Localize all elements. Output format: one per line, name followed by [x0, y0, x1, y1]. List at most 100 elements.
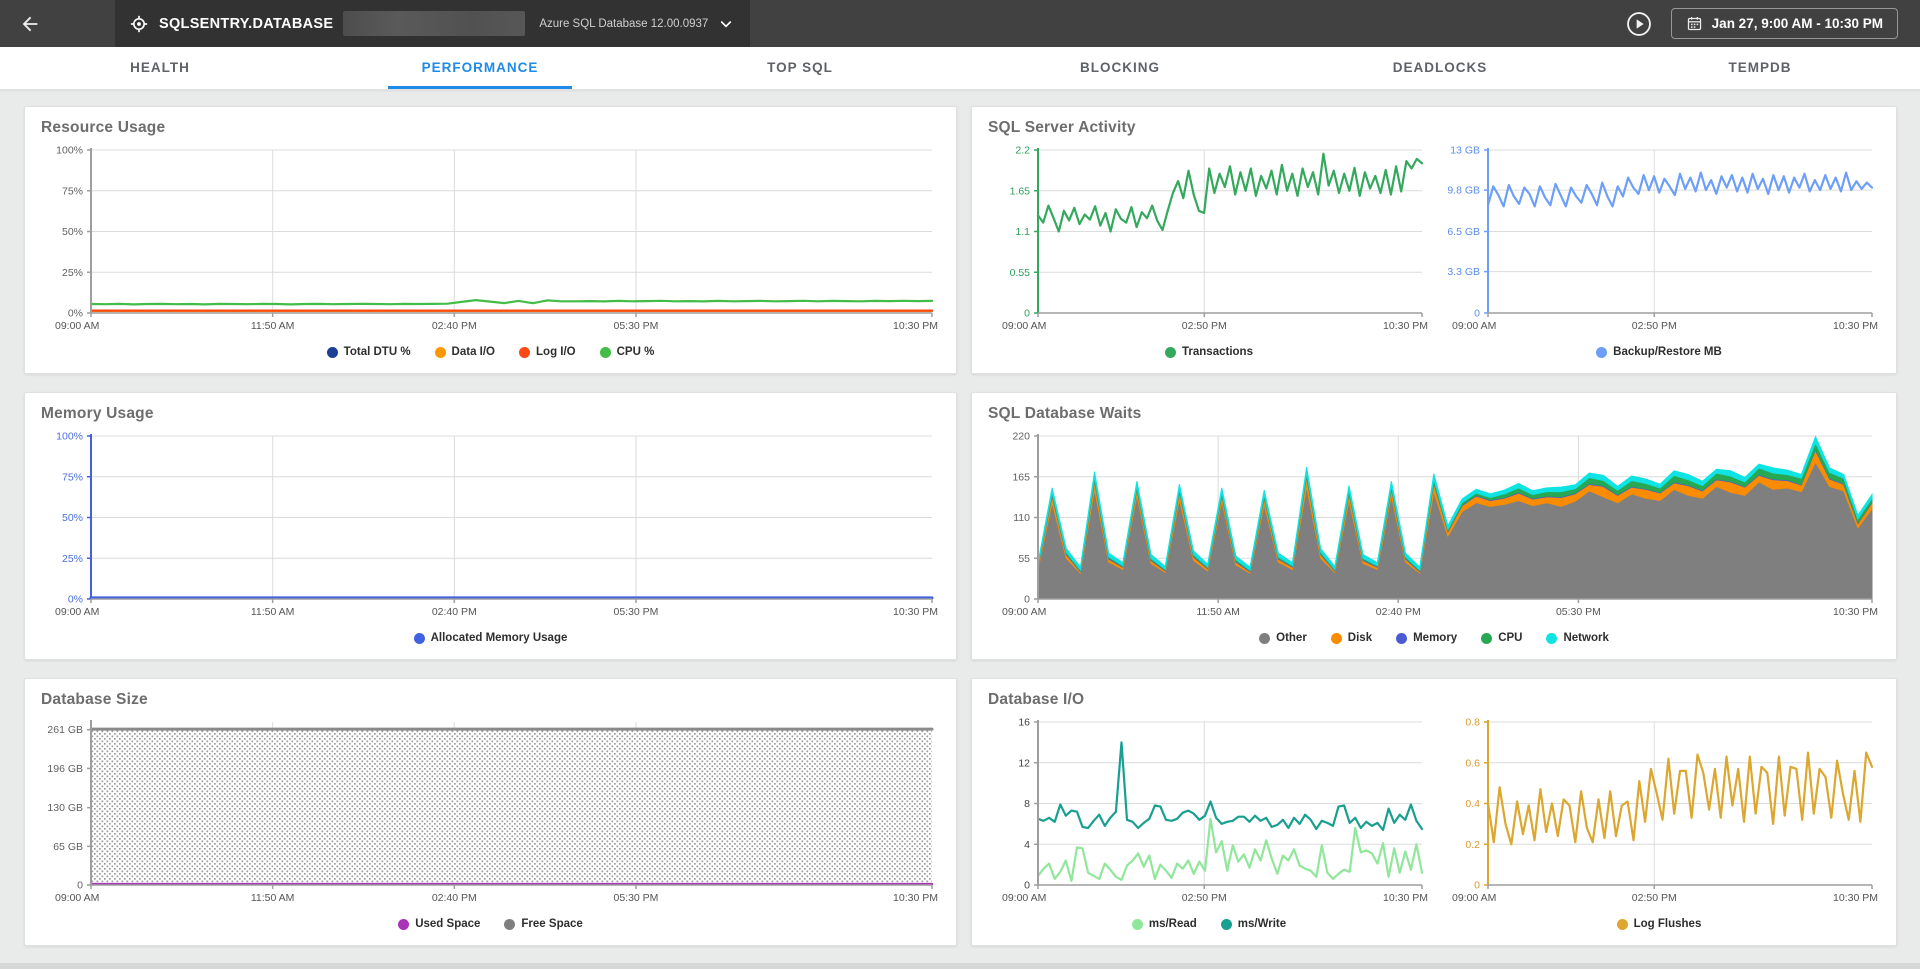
svg-text:02:50 PM: 02:50 PM: [1182, 892, 1227, 904]
legend-label: CPU %: [617, 346, 655, 358]
legend-item: Used Space: [398, 918, 480, 930]
legend-item: Log I/O: [519, 346, 576, 358]
svg-text:11:50 AM: 11:50 AM: [1196, 606, 1240, 618]
svg-text:0%: 0%: [68, 594, 83, 606]
svg-text:0%: 0%: [68, 308, 83, 320]
legend-color-dot-icon: [327, 347, 338, 358]
date-range-text: Jan 27, 9:00 AM - 10:30 PM: [1712, 16, 1883, 31]
legend-color-dot-icon: [1331, 633, 1342, 644]
back-button[interactable]: [0, 0, 60, 47]
svg-text:8: 8: [1024, 798, 1030, 810]
svg-text:0: 0: [1474, 308, 1480, 320]
tab-health[interactable]: HEALTH: [0, 47, 320, 89]
legend-color-dot-icon: [1396, 633, 1407, 644]
date-range-button[interactable]: Jan 27, 9:00 AM - 10:30 PM: [1671, 8, 1898, 39]
tab-top-sql[interactable]: TOP SQL: [640, 47, 960, 89]
panel-sql-server-activity: SQL Server Activity 00.551.11.652.209:00…: [971, 106, 1897, 374]
svg-text:100%: 100%: [56, 431, 83, 443]
svg-text:10:30 PM: 10:30 PM: [893, 892, 938, 904]
database-waits-legend: OtherDiskMemoryCPUNetwork: [986, 623, 1882, 653]
svg-text:0.2: 0.2: [1465, 839, 1480, 851]
svg-text:4: 4: [1024, 839, 1030, 851]
svg-text:02:40 PM: 02:40 PM: [432, 320, 477, 332]
legend-label: Log I/O: [536, 346, 576, 358]
svg-text:0.6: 0.6: [1465, 757, 1480, 769]
legend-label: Backup/Restore MB: [1613, 346, 1722, 358]
legend-label: Network: [1563, 632, 1608, 644]
legend-color-dot-icon: [600, 347, 611, 358]
legend-color-dot-icon: [435, 347, 446, 358]
svg-text:25%: 25%: [62, 267, 83, 279]
svg-text:05:30 PM: 05:30 PM: [1556, 606, 1601, 618]
svg-text:09:00 AM: 09:00 AM: [1002, 320, 1046, 332]
panel-sql-database-waits: SQL Database Waits 05511016522009:00 AM1…: [971, 392, 1897, 660]
backup-restore-chart[interactable]: 03.3 GB6.5 GB9.8 GB13 GB09:00 AM02:50 PM…: [1436, 141, 1882, 337]
svg-text:196 GB: 196 GB: [47, 763, 83, 775]
panel-title: SQL Server Activity: [972, 107, 1896, 137]
svg-text:220: 220: [1012, 431, 1030, 443]
svg-text:10:30 PM: 10:30 PM: [893, 606, 938, 618]
svg-text:02:40 PM: 02:40 PM: [1376, 606, 1421, 618]
database-name-redacted: [343, 11, 525, 36]
transactions-chart[interactable]: 00.551.11.652.209:00 AM02:50 PM10:30 PM: [986, 141, 1432, 337]
svg-text:09:00 AM: 09:00 AM: [55, 320, 99, 332]
resource-usage-legend: Total DTU %Data I/OLog I/OCPU %: [39, 337, 942, 367]
io-latency-legend: ms/Readms/Write: [986, 909, 1432, 939]
svg-text:11:50 AM: 11:50 AM: [251, 606, 295, 618]
legend-label: Memory: [1413, 632, 1457, 644]
legend-label: CPU: [1498, 632, 1522, 644]
legend-color-dot-icon: [1546, 633, 1557, 644]
resource-usage-chart[interactable]: 0%25%50%75%100%09:00 AM11:50 AM02:40 PM0…: [39, 141, 942, 337]
memory-usage-chart[interactable]: 0%25%50%75%100%09:00 AM11:50 AM02:40 PM0…: [39, 427, 942, 623]
legend-color-dot-icon: [1596, 347, 1607, 358]
legend-color-dot-icon: [1617, 919, 1628, 930]
legend-color-dot-icon: [1165, 347, 1176, 358]
panel-resource-usage: Resource Usage 0%25%50%75%100%09:00 AM11…: [24, 106, 957, 374]
svg-text:75%: 75%: [62, 471, 83, 483]
panel-title: Memory Usage: [25, 393, 956, 423]
svg-text:0: 0: [1024, 594, 1030, 606]
panel-title: Resource Usage: [25, 107, 956, 137]
database-waits-chart[interactable]: 05511016522009:00 AM11:50 AM02:40 PM05:3…: [986, 427, 1882, 623]
panel-database-size: Database Size 065 GB130 GB196 GB261 GB09…: [24, 678, 957, 946]
tab-bar: HEALTH PERFORMANCE TOP SQL BLOCKING DEAD…: [0, 47, 1920, 90]
tab-tempdb[interactable]: TEMPDB: [1600, 47, 1920, 89]
legend-item: ms/Read: [1132, 918, 1197, 930]
svg-text:10:30 PM: 10:30 PM: [1833, 320, 1878, 332]
legend-item: Backup/Restore MB: [1596, 346, 1722, 358]
tab-deadlocks[interactable]: DEADLOCKS: [1280, 47, 1600, 89]
svg-text:09:00 AM: 09:00 AM: [1452, 320, 1496, 332]
io-latency-chart[interactable]: 048121609:00 AM02:50 PM10:30 PM: [986, 713, 1432, 909]
svg-text:11:50 AM: 11:50 AM: [251, 892, 295, 904]
play-button[interactable]: [1625, 9, 1655, 39]
legend-color-dot-icon: [504, 919, 515, 930]
svg-text:6.5 GB: 6.5 GB: [1447, 226, 1480, 238]
tab-blocking[interactable]: BLOCKING: [960, 47, 1280, 89]
legend-color-dot-icon: [1481, 633, 1492, 644]
legend-item: Log Flushes: [1617, 918, 1702, 930]
svg-text:09:00 AM: 09:00 AM: [1452, 892, 1496, 904]
svg-text:110: 110: [1013, 512, 1030, 524]
log-flushes-chart[interactable]: 00.20.40.60.809:00 AM02:50 PM10:30 PM: [1436, 713, 1882, 909]
legend-item: CPU %: [600, 346, 655, 358]
svg-text:9.8 GB: 9.8 GB: [1447, 185, 1480, 197]
svg-text:0.8: 0.8: [1465, 717, 1480, 729]
svg-text:05:30 PM: 05:30 PM: [613, 892, 658, 904]
database-selector[interactable]: SQLSENTRY.DATABASE Azure SQL Database 12…: [115, 0, 750, 47]
svg-text:130 GB: 130 GB: [47, 802, 83, 814]
tab-performance[interactable]: PERFORMANCE: [320, 47, 640, 89]
svg-text:09:00 AM: 09:00 AM: [55, 892, 99, 904]
legend-color-dot-icon: [414, 633, 425, 644]
database-size-chart[interactable]: 065 GB130 GB196 GB261 GB09:00 AM11:50 AM…: [39, 713, 942, 909]
legend-item: CPU: [1481, 632, 1522, 644]
legend-label: ms/Read: [1149, 918, 1197, 930]
legend-item: Network: [1546, 632, 1608, 644]
svg-text:05:30 PM: 05:30 PM: [613, 320, 658, 332]
legend-item: Free Space: [504, 918, 582, 930]
bottom-strip: [0, 963, 1920, 969]
svg-text:09:00 AM: 09:00 AM: [55, 606, 99, 618]
svg-text:10:30 PM: 10:30 PM: [1383, 892, 1428, 904]
legend-label: Data I/O: [452, 346, 495, 358]
svg-text:0: 0: [1474, 880, 1480, 892]
legend-color-dot-icon: [519, 347, 530, 358]
